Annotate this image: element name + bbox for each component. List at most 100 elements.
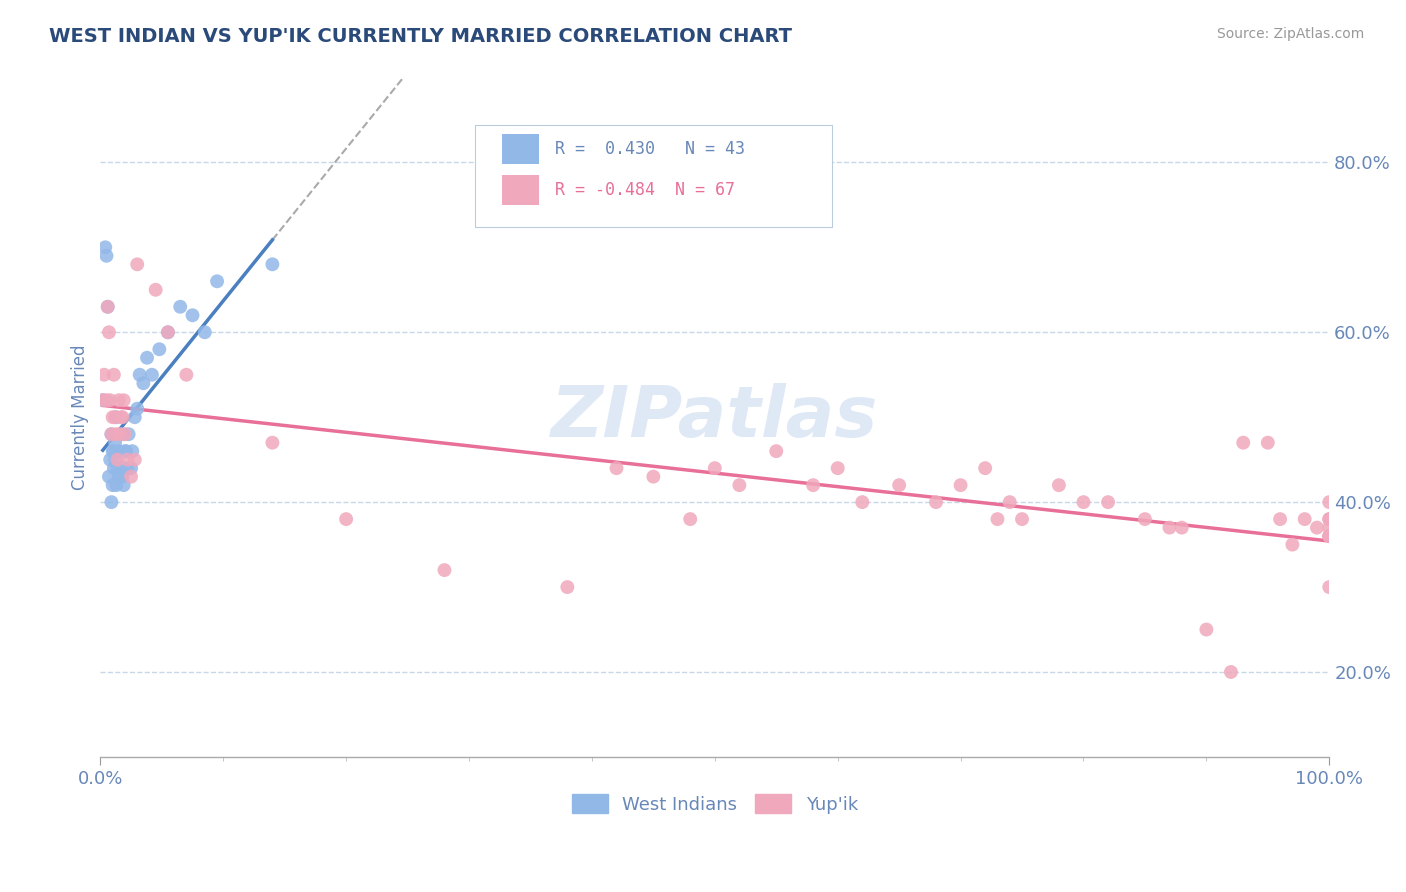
- Text: Source: ZipAtlas.com: Source: ZipAtlas.com: [1216, 27, 1364, 41]
- Point: [103, 461, 125, 475]
- Point: [205, 274, 228, 288]
- Point: [112, 478, 135, 492]
- Y-axis label: Currently Married: Currently Married: [72, 344, 89, 490]
- Point: [115, 444, 138, 458]
- Point: [643, 469, 665, 483]
- Point: [105, 410, 128, 425]
- Point: [605, 461, 627, 475]
- Point: [974, 461, 997, 475]
- Point: [1073, 495, 1095, 509]
- Point: [145, 283, 167, 297]
- Point: [1011, 512, 1033, 526]
- Point: [104, 435, 127, 450]
- Point: [104, 452, 127, 467]
- Point: [703, 461, 725, 475]
- Point: [112, 393, 135, 408]
- Point: [1281, 538, 1303, 552]
- Point: [148, 343, 170, 357]
- Point: [101, 478, 124, 492]
- Point: [103, 444, 125, 458]
- Point: [156, 325, 179, 339]
- Point: [1317, 512, 1340, 526]
- Point: [1195, 623, 1218, 637]
- Text: R =  0.430   N = 43: R = 0.430 N = 43: [555, 140, 745, 158]
- Point: [1268, 512, 1291, 526]
- Text: ZIPatlas: ZIPatlas: [551, 383, 879, 451]
- Point: [1047, 478, 1070, 492]
- Point: [169, 300, 191, 314]
- Point: [114, 444, 136, 458]
- Legend: West Indians, Yup'ik: West Indians, Yup'ik: [562, 785, 868, 822]
- Point: [96, 249, 118, 263]
- Point: [100, 427, 122, 442]
- Point: [107, 452, 129, 467]
- Point: [117, 427, 139, 442]
- Point: [100, 495, 122, 509]
- Point: [181, 308, 204, 322]
- Point: [1306, 521, 1329, 535]
- Point: [262, 435, 284, 450]
- Point: [107, 461, 129, 475]
- Point: [1232, 435, 1254, 450]
- Point: [97, 469, 120, 483]
- Point: [91, 393, 114, 408]
- Point: [801, 478, 824, 492]
- Point: [105, 478, 128, 492]
- Point: [1219, 665, 1241, 679]
- Point: [97, 300, 120, 314]
- Point: [101, 410, 124, 425]
- Point: [132, 376, 155, 391]
- FancyBboxPatch shape: [502, 175, 538, 205]
- Point: [1159, 521, 1181, 535]
- Point: [98, 452, 121, 467]
- Point: [1294, 512, 1316, 526]
- Point: [128, 368, 150, 382]
- Point: [103, 368, 125, 382]
- Text: R = -0.484  N = 67: R = -0.484 N = 67: [555, 180, 735, 199]
- Point: [156, 325, 179, 339]
- Point: [124, 410, 146, 425]
- Point: [107, 469, 129, 483]
- FancyBboxPatch shape: [475, 125, 831, 227]
- Point: [136, 351, 159, 365]
- Point: [557, 580, 579, 594]
- Point: [827, 461, 849, 475]
- Point: [120, 461, 142, 475]
- Point: [91, 393, 114, 408]
- Point: [889, 478, 911, 492]
- Point: [176, 368, 198, 382]
- Point: [127, 401, 149, 416]
- Point: [433, 563, 456, 577]
- Point: [925, 495, 948, 509]
- Point: [94, 240, 117, 254]
- Point: [728, 478, 751, 492]
- Point: [1133, 512, 1156, 526]
- Point: [93, 368, 115, 382]
- Point: [111, 410, 134, 425]
- Point: [96, 393, 118, 408]
- Text: WEST INDIAN VS YUP'IK CURRENTLY MARRIED CORRELATION CHART: WEST INDIAN VS YUP'IK CURRENTLY MARRIED …: [49, 27, 792, 45]
- Point: [851, 495, 873, 509]
- Point: [1317, 529, 1340, 543]
- Point: [335, 512, 357, 526]
- Point: [110, 461, 132, 475]
- Point: [108, 427, 131, 442]
- Point: [141, 368, 163, 382]
- Point: [111, 469, 134, 483]
- Point: [120, 469, 142, 483]
- Point: [1171, 521, 1194, 535]
- Point: [121, 444, 143, 458]
- Point: [194, 325, 217, 339]
- Point: [97, 325, 120, 339]
- Point: [97, 300, 120, 314]
- Point: [765, 444, 787, 458]
- FancyBboxPatch shape: [502, 134, 538, 164]
- Point: [110, 410, 132, 425]
- Point: [107, 393, 129, 408]
- Point: [998, 495, 1021, 509]
- Point: [114, 427, 136, 442]
- Point: [1317, 512, 1340, 526]
- Point: [1097, 495, 1119, 509]
- Point: [100, 427, 122, 442]
- Point: [107, 444, 129, 458]
